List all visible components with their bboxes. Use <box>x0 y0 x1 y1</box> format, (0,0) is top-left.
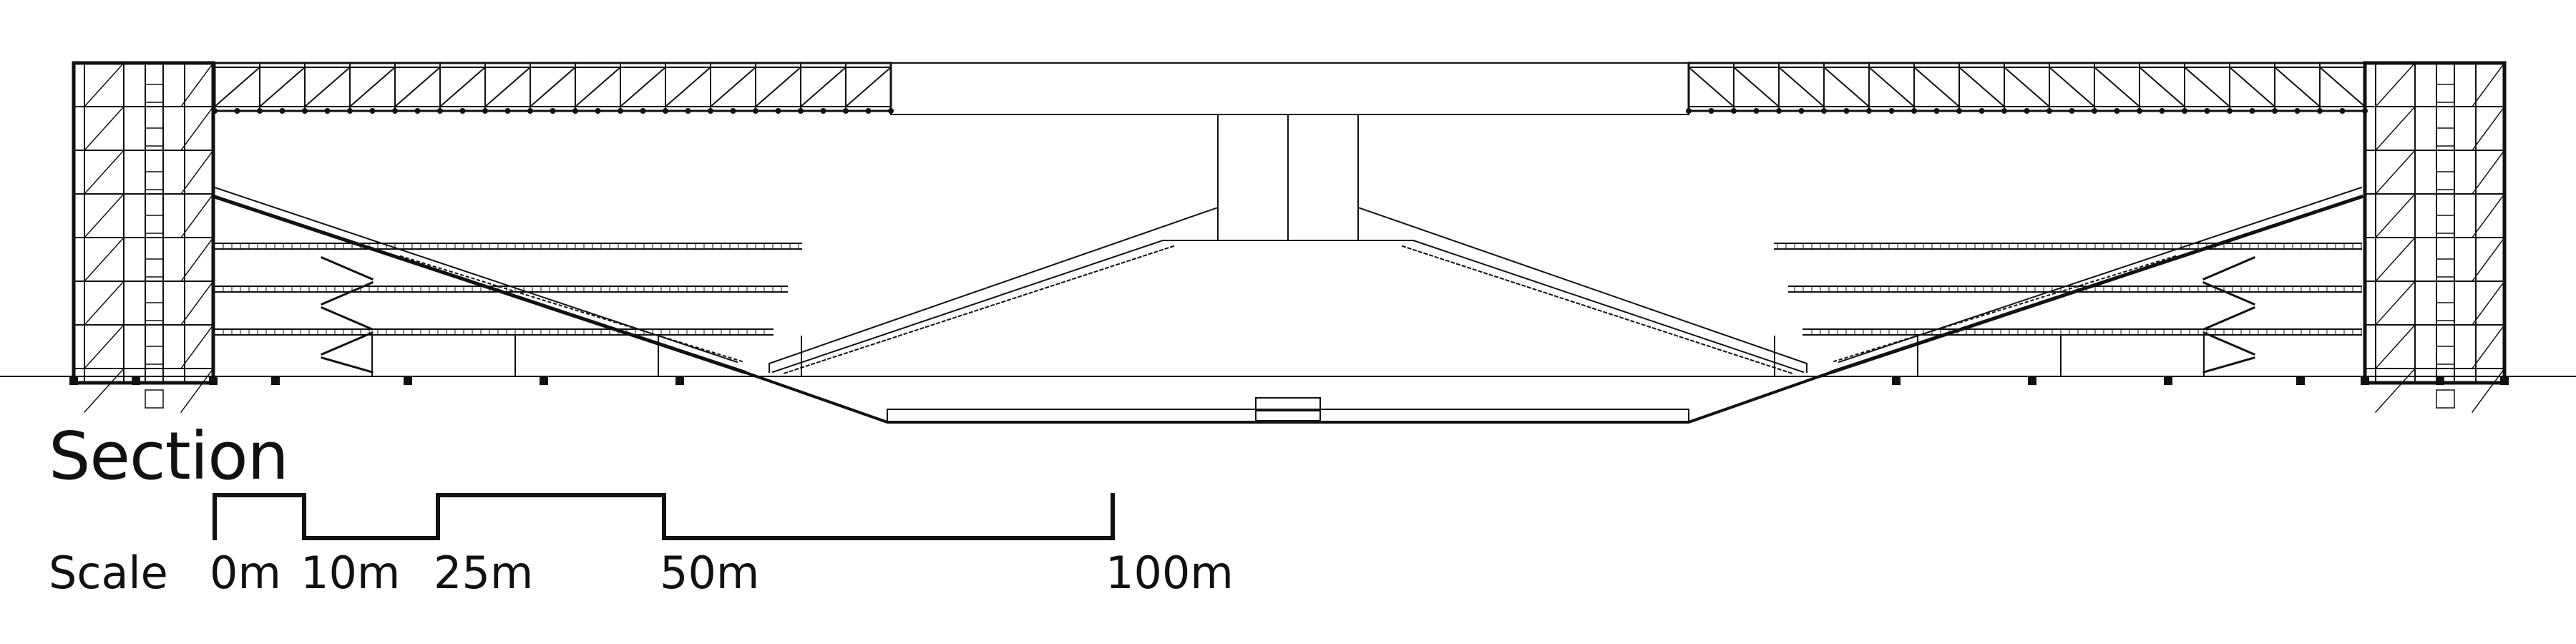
concourses-right <box>1774 243 2362 377</box>
drawing-title: Section <box>49 418 289 494</box>
roof-truss-right <box>1686 62 2368 114</box>
scale-tick-25m: 25m <box>434 547 534 599</box>
scale-bar <box>213 493 1115 540</box>
scale-tick-50m: 50m <box>660 547 760 599</box>
goal <box>1255 397 1321 421</box>
scale-tick-10m: 10m <box>301 547 401 599</box>
pitch-bowl <box>742 370 1834 424</box>
central-hanging-volume <box>769 114 1807 375</box>
seating-left <box>212 186 747 375</box>
seating-right <box>1829 186 2364 375</box>
central-roof <box>890 62 1689 115</box>
scale-label: Scale <box>49 547 168 599</box>
concourses-left <box>214 243 802 377</box>
core-left <box>72 61 215 414</box>
footings <box>69 376 2509 385</box>
scale-tick-100m: 100m <box>1106 547 1234 599</box>
scale-tick-0m: 0m <box>210 547 281 599</box>
roof-truss-left <box>212 62 894 114</box>
core-right <box>2363 61 2507 414</box>
